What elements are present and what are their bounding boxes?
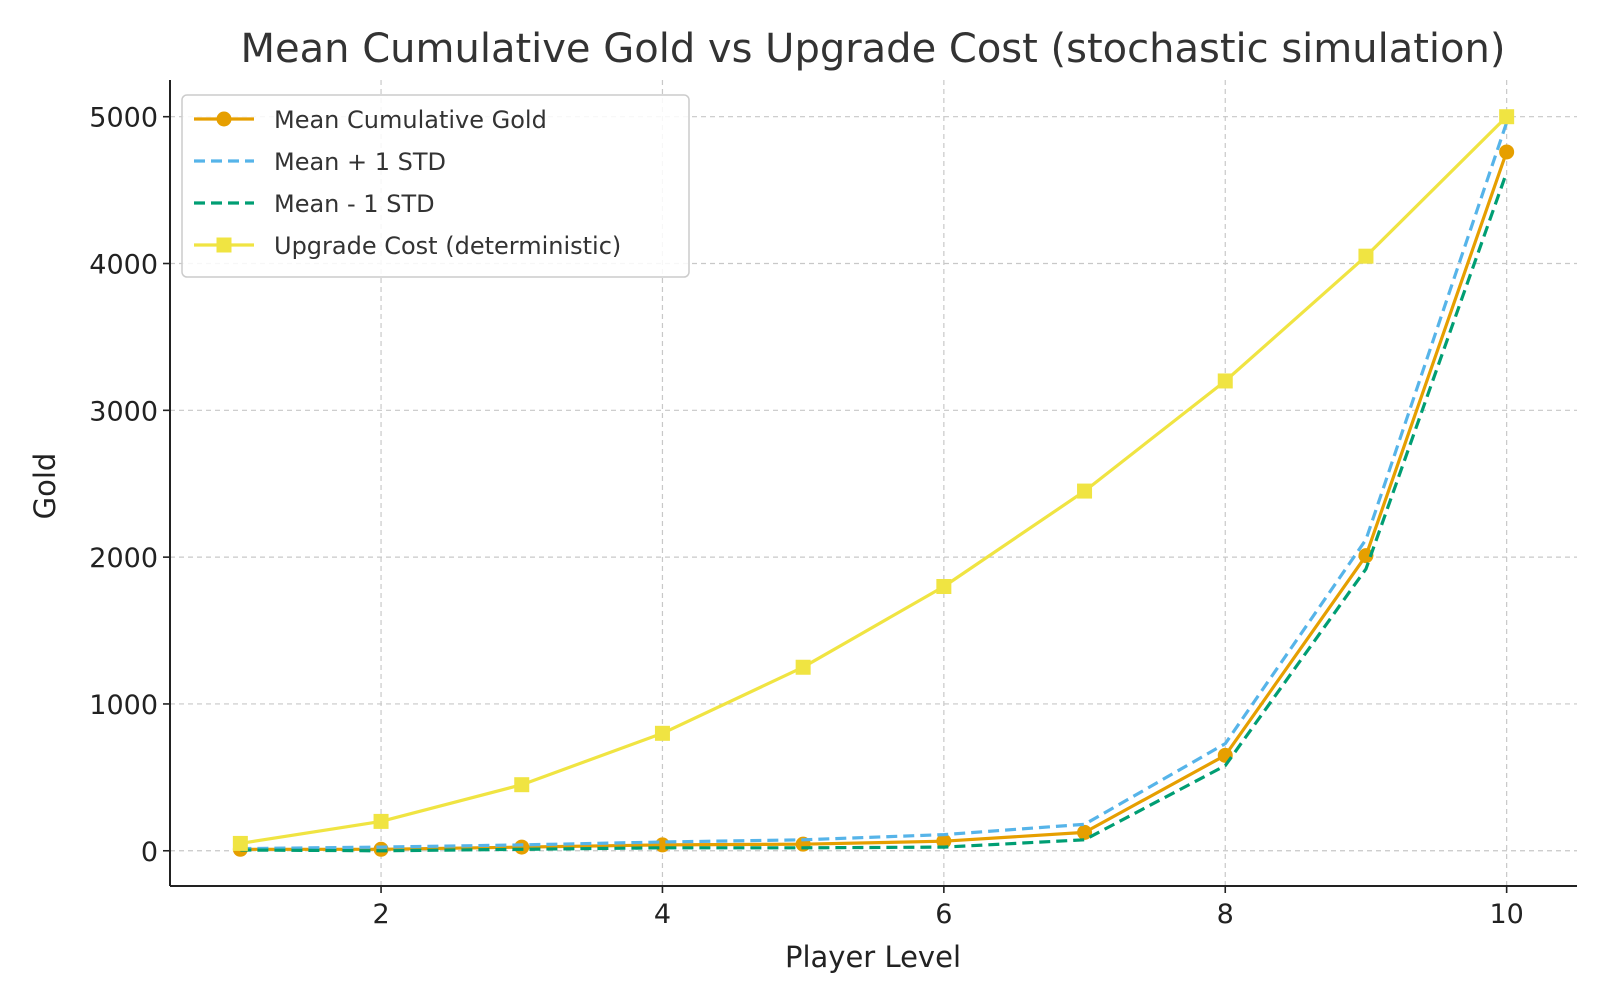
y-tick-label: 5000 (89, 103, 158, 134)
data-point-upgrade-cost-deterministic (795, 659, 811, 675)
series-mean-1-std (240, 122, 1509, 851)
data-point-mean-cumulative-gold (1077, 824, 1093, 840)
legend-item-mean-1-std: Mean + 1 STD (194, 148, 446, 176)
data-point-upgrade-cost-deterministic (1077, 483, 1093, 499)
data-point-upgrade-cost-deterministic (1217, 373, 1233, 389)
legend-item-upgrade-cost-deterministic: Upgrade Cost (deterministic) (194, 232, 621, 260)
plot-series (232, 109, 1515, 857)
series-line-mean-1-std (240, 122, 1509, 851)
y-tick-label: 3000 (89, 396, 158, 427)
data-point-upgrade-cost-deterministic (373, 813, 389, 829)
data-point-mean-cumulative-gold (936, 833, 952, 849)
data-point-upgrade-cost-deterministic (232, 835, 248, 851)
data-point-upgrade-cost-deterministic (936, 579, 952, 595)
x-axis-label: Player Level (785, 940, 961, 974)
legend-label-mean-cumulative-gold: Mean Cumulative Gold (274, 106, 547, 134)
y-tick-label: 1000 (89, 690, 158, 721)
axes: 2 4 6 8 10 0 1000 2000 3000 4000 5000 (89, 80, 1577, 930)
data-point-upgrade-cost-deterministic (1499, 109, 1515, 125)
y-tick-label: 2000 (89, 543, 158, 574)
legend-label-mean-1-std: Mean + 1 STD (274, 148, 446, 176)
legend-label-mean-1-std: Mean - 1 STD (274, 190, 435, 218)
data-point-mean-cumulative-gold (654, 837, 670, 853)
legend-marker-mean-cumulative-gold (216, 111, 232, 127)
data-point-mean-cumulative-gold (1358, 548, 1374, 564)
legend-box (181, 94, 690, 278)
x-tick-label: 8 (1217, 899, 1234, 930)
y-tick-label: 4000 (89, 250, 158, 281)
data-point-upgrade-cost-deterministic (1358, 248, 1374, 264)
data-point-upgrade-cost-deterministic (514, 777, 530, 793)
legend-item-mean-cumulative-gold: Mean Cumulative Gold (194, 106, 547, 134)
series-line-upgrade-cost-deterministic (240, 115, 1508, 845)
x-tick-label: 4 (654, 899, 671, 930)
y-tick-label: 0 (141, 837, 158, 868)
x-tick-label: 6 (935, 899, 952, 930)
data-point-mean-cumulative-gold (1499, 144, 1515, 160)
legend-label-upgrade-cost-deterministic: Upgrade Cost (deterministic) (274, 232, 621, 260)
data-point-mean-cumulative-gold (514, 839, 530, 855)
chart-title: Mean Cumulative Gold vs Upgrade Cost (st… (241, 26, 1506, 72)
series-line-mean-1-std (240, 171, 1509, 853)
legend: Mean Cumulative Gold Mean + 1 STD Mean - 1… (181, 94, 690, 278)
legend-marker-upgrade-cost-deterministic (216, 237, 232, 253)
series-mean-1-std (240, 171, 1509, 853)
x-tick-label: 2 (372, 899, 389, 930)
x-tick-label: 10 (1489, 899, 1523, 930)
y-axis-label: Gold (28, 453, 62, 520)
series-upgrade-cost-deterministic (232, 109, 1515, 851)
legend-item-mean-1-std: Mean - 1 STD (194, 190, 435, 218)
data-point-upgrade-cost-deterministic (654, 725, 670, 741)
series-line-mean-cumulative-gold (240, 151, 1509, 851)
